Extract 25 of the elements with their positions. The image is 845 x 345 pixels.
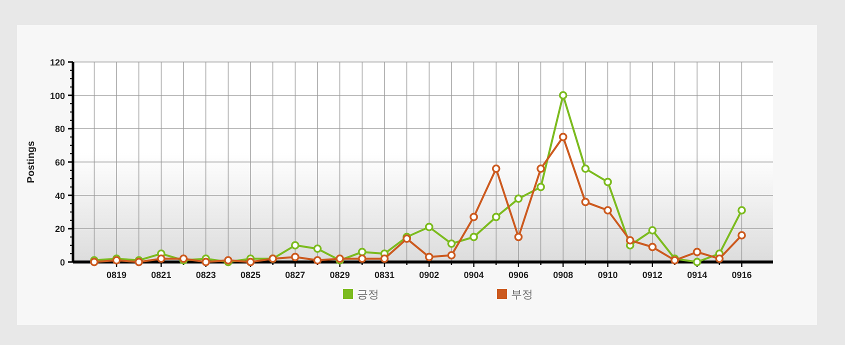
x-tick-label: 0908 xyxy=(553,270,574,280)
y-tick-label: 120 xyxy=(50,58,65,68)
x-tick-label: 0902 xyxy=(419,270,440,280)
x-tick-label: 0906 xyxy=(508,270,528,280)
y-axis-title: Postings xyxy=(26,140,37,184)
y-tick-label: 60 xyxy=(54,158,65,168)
x-tick-label: 0912 xyxy=(642,270,662,280)
x-tick-label: 0831 xyxy=(374,270,394,280)
x-tick-label: 0916 xyxy=(732,270,752,280)
x-tick-label: 0827 xyxy=(285,270,306,280)
y-tick-label: 100 xyxy=(50,90,65,101)
x-tick-label: 0825 xyxy=(240,270,261,280)
y-tick-label: 20 xyxy=(54,224,65,234)
x-tick-label: 0821 xyxy=(151,270,172,280)
x-tick-label: 0904 xyxy=(464,270,484,280)
y-tick-label: 80 xyxy=(54,124,65,134)
y-tick-label: 40 xyxy=(54,190,65,201)
legend-label: 긍정 xyxy=(357,289,379,301)
x-tick-label: 0914 xyxy=(687,270,708,280)
x-tick-label: 0829 xyxy=(330,270,350,280)
x-tick-label: 0823 xyxy=(196,270,216,280)
y-tick-label: 0 xyxy=(60,258,65,268)
x-tick-label: 0819 xyxy=(106,270,127,280)
x-tick-label: 0910 xyxy=(598,270,618,280)
legend-label: 부정 xyxy=(511,289,533,301)
